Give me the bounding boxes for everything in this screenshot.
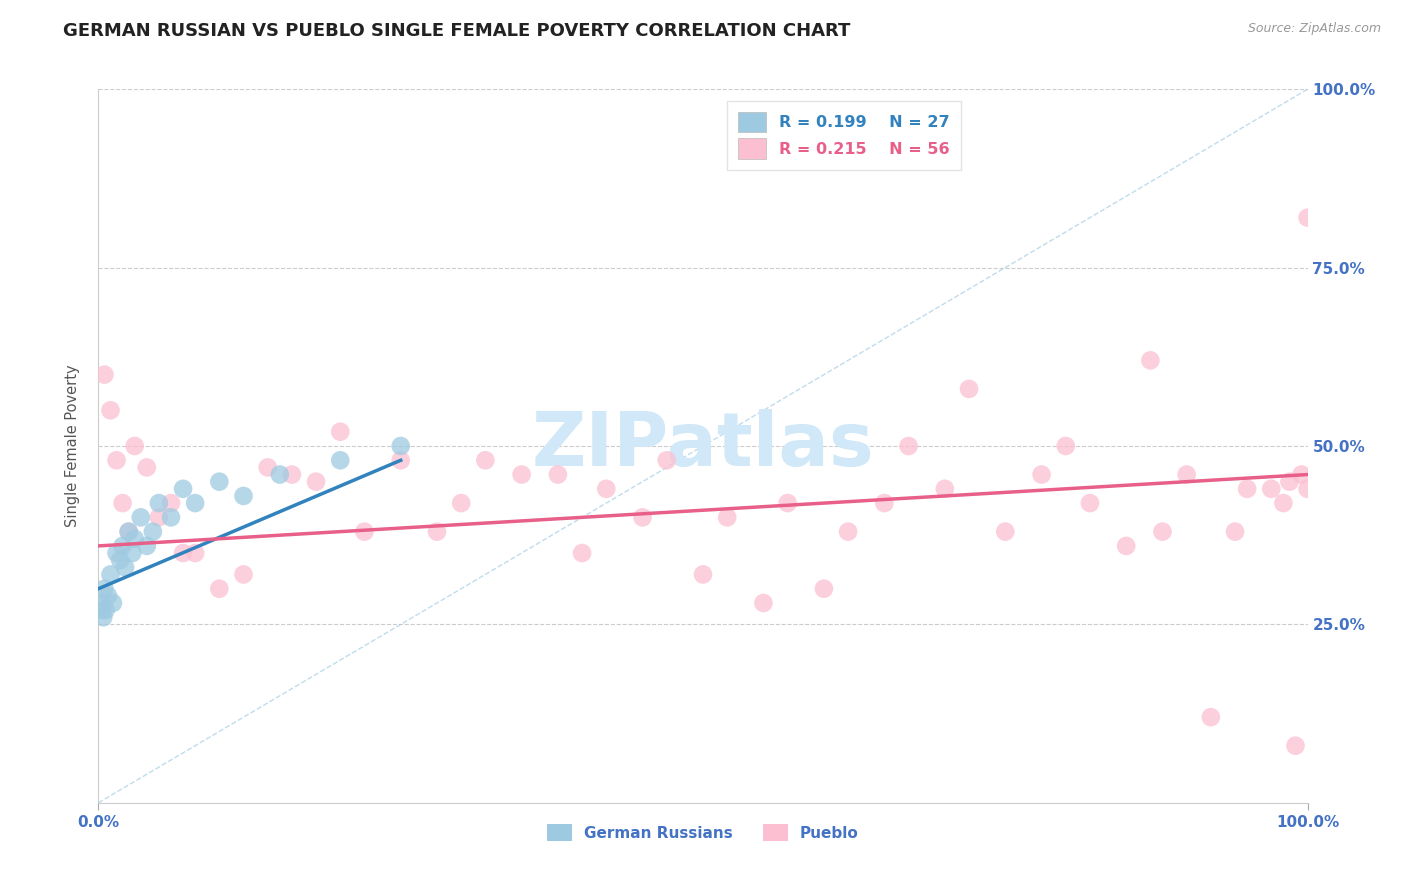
Point: [957, 382, 980, 396]
Point: [129, 510, 152, 524]
Point: [118, 524, 141, 539]
Point: [752, 596, 775, 610]
Point: [232, 489, 254, 503]
Point: [897, 439, 920, 453]
Point: [1296, 211, 1319, 225]
Point: [450, 496, 472, 510]
Point: [571, 546, 593, 560]
Text: Source: ZipAtlas.com: Source: ZipAtlas.com: [1247, 22, 1381, 36]
Point: [1223, 524, 1246, 539]
Point: [510, 467, 533, 482]
Point: [90, 596, 112, 610]
Point: [184, 496, 207, 510]
Point: [1260, 482, 1282, 496]
Point: [118, 524, 141, 539]
Point: [91, 610, 114, 624]
Point: [148, 496, 170, 510]
Point: [873, 496, 896, 510]
Point: [776, 496, 799, 510]
Point: [108, 553, 131, 567]
Point: [93, 368, 115, 382]
Text: ZIPatlas: ZIPatlas: [531, 409, 875, 483]
Point: [105, 546, 128, 560]
Point: [135, 460, 157, 475]
Point: [1296, 482, 1319, 496]
Point: [135, 539, 157, 553]
Point: [547, 467, 569, 482]
Point: [97, 589, 120, 603]
Point: [94, 603, 117, 617]
Point: [172, 482, 194, 496]
Point: [837, 524, 859, 539]
Point: [1152, 524, 1174, 539]
Point: [172, 546, 194, 560]
Point: [111, 496, 134, 510]
Point: [1291, 467, 1313, 482]
Point: [305, 475, 328, 489]
Point: [124, 439, 146, 453]
Point: [1236, 482, 1258, 496]
Point: [111, 539, 134, 553]
Point: [692, 567, 714, 582]
Point: [389, 439, 412, 453]
Point: [1139, 353, 1161, 368]
Point: [1272, 496, 1295, 510]
Point: [148, 510, 170, 524]
Point: [329, 425, 352, 439]
Point: [101, 596, 124, 610]
Point: [160, 510, 183, 524]
Point: [281, 467, 304, 482]
Point: [100, 567, 122, 582]
Point: [329, 453, 352, 467]
Point: [208, 475, 231, 489]
Point: [160, 496, 183, 510]
Point: [1054, 439, 1077, 453]
Point: [1031, 467, 1053, 482]
Point: [1278, 475, 1301, 489]
Point: [232, 567, 254, 582]
Point: [121, 546, 143, 560]
Point: [100, 403, 122, 417]
Point: [1115, 539, 1137, 553]
Point: [631, 510, 654, 524]
Point: [1199, 710, 1222, 724]
Point: [124, 532, 146, 546]
Point: [655, 453, 678, 467]
Point: [269, 467, 291, 482]
Point: [1284, 739, 1306, 753]
Point: [114, 560, 136, 574]
Point: [1175, 467, 1198, 482]
Point: [184, 546, 207, 560]
Point: [595, 482, 617, 496]
Y-axis label: Single Female Poverty: Single Female Poverty: [65, 365, 80, 527]
Point: [934, 482, 956, 496]
Point: [716, 510, 738, 524]
Text: GERMAN RUSSIAN VS PUEBLO SINGLE FEMALE POVERTY CORRELATION CHART: GERMAN RUSSIAN VS PUEBLO SINGLE FEMALE P…: [63, 22, 851, 40]
Legend: German Russians, Pueblo: German Russians, Pueblo: [540, 817, 866, 848]
Point: [353, 524, 375, 539]
Point: [91, 603, 114, 617]
Point: [813, 582, 835, 596]
Point: [994, 524, 1017, 539]
Point: [426, 524, 449, 539]
Point: [105, 453, 128, 467]
Point: [142, 524, 165, 539]
Point: [93, 582, 115, 596]
Point: [208, 582, 231, 596]
Point: [1078, 496, 1101, 510]
Point: [256, 460, 278, 475]
Point: [389, 453, 412, 467]
Point: [474, 453, 496, 467]
